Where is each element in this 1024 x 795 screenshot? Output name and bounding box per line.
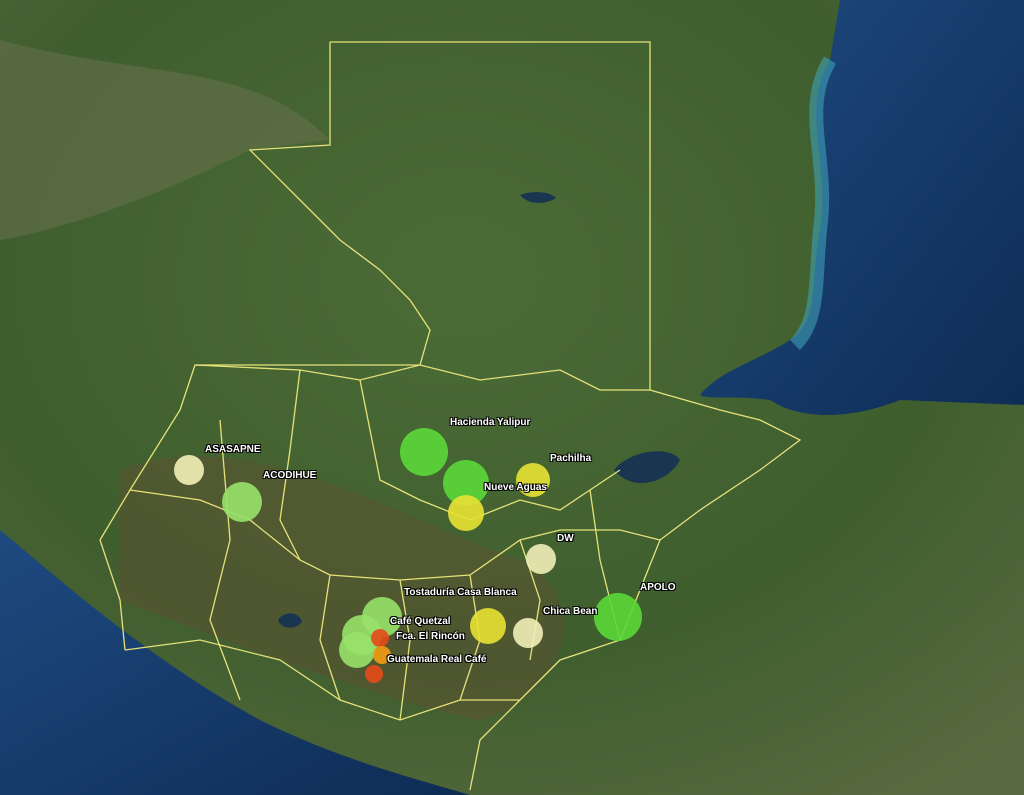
terrain: [0, 40, 330, 240]
marker[interactable]: [448, 495, 484, 531]
marker[interactable]: [470, 608, 506, 644]
lake-atitlan: [278, 613, 302, 628]
marker-label: Tostaduría Casa Blanca: [404, 587, 517, 598]
marker[interactable]: [365, 665, 383, 683]
marker-label: Hacienda Yalipur: [450, 417, 531, 428]
marker-label: ACODIHUE: [263, 470, 317, 481]
caribbean-sea: [700, 0, 1024, 415]
reef: [789, 56, 837, 350]
marker[interactable]: [371, 629, 389, 647]
pacific-ocean: [0, 530, 470, 795]
marker-label: Chica Bean: [543, 606, 598, 617]
marker[interactable]: [594, 593, 642, 641]
marker[interactable]: [526, 544, 556, 574]
marker-label: APOLO: [640, 582, 676, 593]
marker[interactable]: [516, 463, 550, 497]
marker-label: Café Quetzal: [390, 616, 451, 627]
lake-peten: [520, 192, 556, 203]
marker[interactable]: [443, 460, 489, 506]
marker[interactable]: [513, 618, 543, 648]
marker-label: Fca. El Rincón: [396, 631, 465, 642]
marker[interactable]: [174, 455, 204, 485]
marker-label: DW: [557, 533, 574, 544]
borders: [99, 41, 802, 791]
highlands: [120, 456, 564, 720]
marker[interactable]: [222, 482, 262, 522]
marker-label: Guatemala Real Café: [387, 654, 487, 665]
marker[interactable]: [339, 632, 375, 668]
marker[interactable]: [373, 646, 391, 664]
marker-label: Pachilha: [550, 453, 592, 464]
marker-label: ASASAPNE: [205, 444, 261, 455]
lake-izabal: [614, 451, 680, 484]
marker[interactable]: [400, 428, 448, 476]
marker-label: Nueve Aguas: [484, 482, 547, 493]
